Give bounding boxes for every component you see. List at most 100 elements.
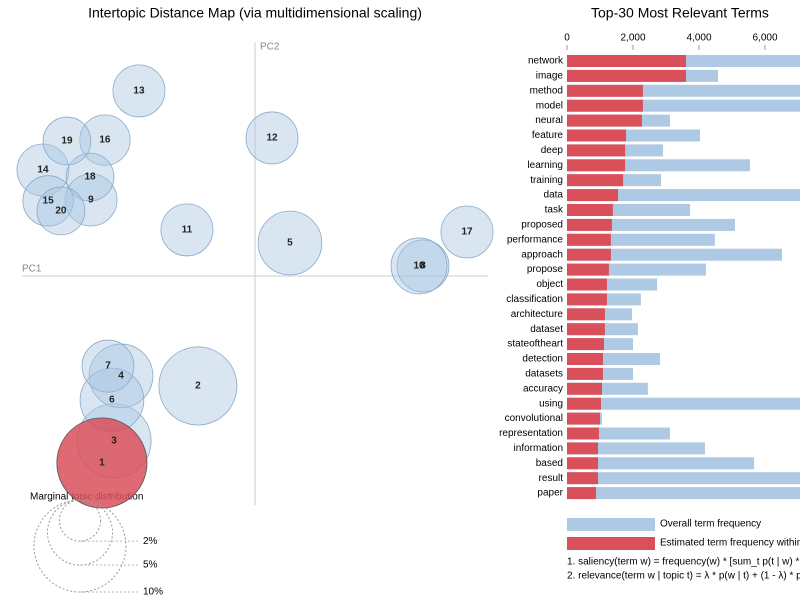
bar: [567, 472, 599, 485]
bar: [567, 99, 643, 112]
topic-bubble: [257, 210, 323, 276]
topic-bubble: [22, 175, 74, 227]
topic-label: 16: [99, 135, 111, 146]
topic-bubble: [64, 173, 118, 227]
topic-label: 2: [195, 381, 201, 392]
topic-bubble: [36, 186, 86, 236]
term-label: proposed: [521, 220, 563, 231]
bar: [567, 278, 607, 291]
term-label: information: [514, 443, 563, 454]
note: 1. saliency(term w) = frequency(w) * [su…: [567, 557, 800, 568]
term-label: training: [530, 175, 563, 186]
topic-label: 14: [37, 165, 49, 176]
term-label: neural: [535, 115, 563, 126]
term-label: datasets: [525, 369, 563, 380]
topic-label: 10: [413, 261, 425, 272]
topic-bubble: [81, 339, 135, 393]
term-label: object: [536, 279, 563, 290]
term-label: propose: [527, 264, 564, 275]
size-legend-label: 2%: [143, 536, 158, 547]
topic-label: 6: [109, 395, 115, 406]
bar: [567, 189, 618, 202]
bar: [567, 427, 600, 440]
bar: [567, 189, 800, 202]
term-label: data: [544, 190, 564, 201]
topic-label: 20: [55, 206, 67, 217]
bar: [567, 397, 601, 410]
bar: [567, 472, 800, 485]
bar: [567, 353, 603, 365]
legend-swatch: [567, 518, 655, 531]
topic-label: 1: [99, 458, 105, 469]
bar: [567, 114, 642, 127]
topic-label: 13: [133, 86, 145, 97]
bar: [567, 457, 599, 470]
term-label: dataset: [530, 324, 563, 335]
bar: [567, 323, 605, 336]
term-label: method: [530, 85, 563, 96]
bar: [567, 457, 755, 470]
bar: [567, 442, 599, 455]
bar: [567, 55, 686, 67]
term-label: result: [539, 473, 564, 484]
bar: [567, 442, 705, 455]
bar: [567, 487, 597, 500]
bar: [567, 487, 800, 500]
x-tick-label: 0: [564, 33, 570, 44]
size-legend-circle: [33, 499, 127, 593]
bar: [567, 204, 613, 216]
topic-bubble: [65, 152, 115, 202]
bar: [567, 84, 643, 97]
bar: [567, 218, 612, 231]
bar: [567, 412, 600, 425]
x-tick-label: 4,000: [686, 33, 711, 44]
legend-swatch: [567, 537, 655, 550]
bar: [567, 248, 782, 261]
topic-bubble: [158, 346, 238, 426]
bar: [567, 382, 602, 395]
bar: [567, 397, 800, 410]
bar: [567, 308, 605, 321]
term-label: accuracy: [523, 383, 563, 394]
topic-label: 7: [105, 361, 111, 372]
bar: [567, 69, 686, 82]
bar: [567, 174, 624, 187]
term-label: detection: [522, 354, 563, 365]
legend-label: Estimated term frequency within the sele…: [660, 538, 800, 549]
term-label: performance: [507, 234, 564, 245]
x-tick-label: 6,000: [752, 33, 777, 44]
bar: [567, 263, 609, 276]
term-label: task: [545, 205, 564, 216]
size-legend-circle: [46, 499, 114, 566]
bar-title: Top-30 Most Relevant Terms: [591, 5, 769, 21]
term-label: deep: [541, 145, 564, 156]
topic-label: 9: [88, 195, 94, 206]
topic-bubble: [160, 203, 214, 257]
bar: [567, 129, 627, 142]
map-title: Intertopic Distance Map (via multidimens…: [88, 5, 422, 21]
term-label: model: [536, 100, 563, 111]
topic-bubble: [42, 116, 92, 166]
term-label: classification: [506, 294, 563, 305]
topic-bubble: [390, 237, 448, 295]
topic-label: 19: [61, 136, 73, 147]
term-label: feature: [532, 130, 564, 141]
topic-label: 4: [118, 371, 124, 382]
term-label: based: [536, 458, 563, 469]
bar: [567, 367, 603, 380]
term-label: convolutional: [505, 413, 563, 424]
topic-bubble: [112, 64, 166, 118]
topic-bubble: [440, 205, 494, 259]
size-legend-label: 5%: [143, 560, 158, 571]
topic-label: 11: [182, 225, 193, 236]
term-label: image: [536, 71, 564, 82]
topic-bubble: [245, 111, 299, 165]
bar: [567, 233, 611, 246]
topic-label: 3: [111, 436, 117, 447]
y-axis-label: PC2: [260, 42, 280, 53]
bar: [567, 293, 607, 306]
topic-label: 17: [461, 227, 473, 238]
note: 2. relevance(term w | topic t) = λ * p(w…: [567, 571, 800, 582]
